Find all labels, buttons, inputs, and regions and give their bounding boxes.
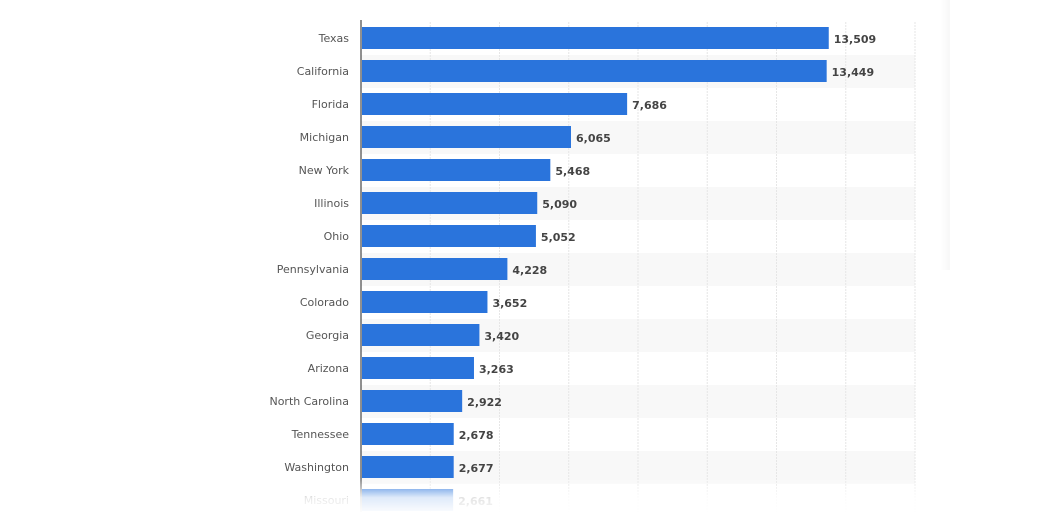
data-label: 5,468 — [555, 165, 590, 178]
bar[interactable] — [362, 423, 454, 445]
panel-shadow — [940, 0, 950, 270]
data-label: 3,420 — [484, 330, 519, 343]
bar[interactable] — [362, 357, 474, 379]
bar[interactable] — [362, 192, 538, 214]
bar[interactable] — [362, 489, 454, 511]
data-label: 2,678 — [459, 429, 494, 442]
category-label: Illinois — [314, 197, 349, 210]
data-label: 13,449 — [832, 66, 874, 79]
category-label: Ohio — [324, 230, 350, 243]
data-label: 5,090 — [542, 198, 577, 211]
bars: Texas 13,509 California 13,449 Florida 7,686 M… — [269, 27, 876, 511]
bar[interactable] — [362, 159, 551, 181]
category-label: Pennsylvania — [277, 263, 349, 276]
category-label: Florida — [312, 98, 349, 111]
bar[interactable] — [362, 390, 463, 412]
bar[interactable] — [362, 60, 827, 82]
data-label: 3,263 — [479, 363, 514, 376]
bar[interactable] — [362, 93, 628, 115]
bar[interactable] — [362, 27, 829, 49]
category-label: Tennessee — [291, 428, 350, 441]
category-label: New York — [299, 164, 350, 177]
bar[interactable] — [362, 126, 572, 148]
category-label: California — [297, 65, 349, 78]
data-label: 3,652 — [492, 297, 527, 310]
data-label: 4,228 — [512, 264, 547, 277]
bar[interactable] — [362, 225, 536, 247]
category-label: North Carolina — [269, 395, 349, 408]
bar[interactable] — [362, 324, 480, 346]
data-label: 2,922 — [467, 396, 502, 409]
category-label: Texas — [318, 32, 350, 45]
category-label: Georgia — [306, 329, 349, 342]
category-label: Missouri — [304, 494, 349, 507]
bar[interactable] — [362, 258, 508, 280]
bar[interactable] — [362, 456, 454, 478]
data-label: 6,065 — [576, 132, 611, 145]
category-label: Colorado — [300, 296, 349, 309]
bar[interactable] — [362, 291, 488, 313]
data-label: 2,677 — [459, 462, 494, 475]
category-label: Arizona — [308, 362, 349, 375]
category-label: Washington — [284, 461, 349, 474]
data-label: 2,661 — [458, 495, 493, 508]
data-label: 13,509 — [834, 33, 876, 46]
category-label: Michigan — [300, 131, 349, 144]
data-label: 7,686 — [632, 99, 667, 112]
data-label: 5,052 — [541, 231, 576, 244]
